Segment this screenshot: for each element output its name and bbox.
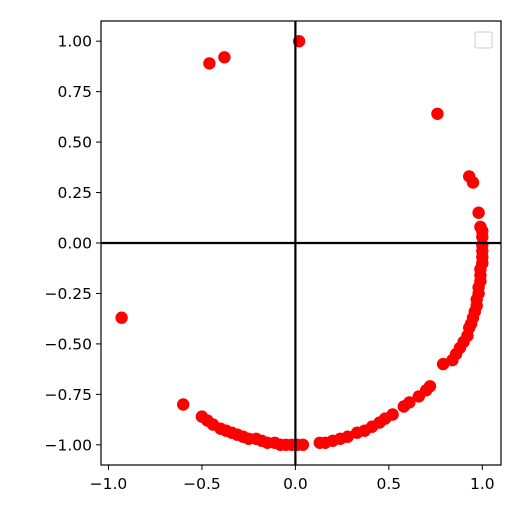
x-tick-label: 1.0 (470, 475, 495, 493)
data-point-37 (397, 400, 410, 413)
y-tick-label: −0.50 (45, 335, 93, 353)
data-point-31 (446, 353, 459, 367)
data-point-48 (313, 436, 326, 449)
data-point-32 (436, 357, 450, 371)
y-tick-label: 0.25 (57, 184, 92, 202)
data-point-35 (412, 390, 425, 403)
x-tick-label: 0.0 (283, 475, 308, 493)
data-point-3 (431, 107, 444, 121)
y-tick-label: 0.50 (57, 134, 92, 152)
data-point-8 (177, 398, 190, 411)
y-tick-label: 0.00 (57, 235, 92, 253)
x-tick-label: 0.5 (377, 475, 402, 493)
y-tick-label: −0.25 (45, 285, 93, 303)
legend (474, 31, 493, 49)
data-point-43 (350, 426, 364, 439)
data-point-1 (203, 57, 216, 70)
data-point-2 (218, 51, 231, 64)
y-tick-label: −1.00 (45, 436, 93, 454)
x-axis: −1.0 −0.5 0.0 0.5 1.0 (90, 465, 495, 493)
data-point-6 (472, 206, 485, 219)
y-tick-label: 1.00 (57, 33, 92, 51)
y-tick-label: 0.75 (57, 83, 92, 101)
x-tick-label: −1.0 (90, 475, 128, 493)
data-point-66 (195, 410, 209, 423)
data-points (115, 35, 489, 451)
y-axis: 1.00 0.75 0.50 0.25 0.00 −0.25 −0.50 −0.75 −1.00 (45, 33, 101, 454)
reference-lines (101, 21, 501, 465)
y-tick-label: −0.75 (45, 386, 93, 404)
data-point-5 (466, 176, 480, 189)
data-point-7 (115, 311, 128, 324)
x-tick-label: −0.5 (183, 475, 221, 493)
